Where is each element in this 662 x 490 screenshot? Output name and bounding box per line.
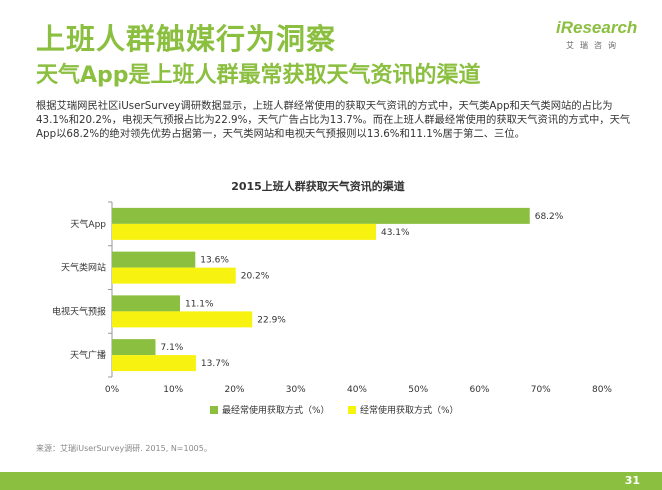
x-tick-label: 20% <box>224 385 244 395</box>
logo-word-rest: Research <box>560 18 638 37</box>
category-label: 天气广播 <box>70 349 106 361</box>
page-title: 上班人群触媒行为洞察 <box>36 22 337 56</box>
bar <box>112 207 530 224</box>
legend-label: 经常使用获取方式（%） <box>360 404 459 416</box>
plot-area: 0% 10% 20% 30% 40% 50% 60% 70% 80% 天气App 68.2% 43.1… <box>52 201 612 416</box>
data-label: 11.1% <box>185 299 214 309</box>
x-tick-label: 30% <box>286 385 306 395</box>
x-tick-label: 80% <box>592 385 612 395</box>
x-tick-label: 70% <box>531 385 551 395</box>
data-label: 22.9% <box>257 315 286 325</box>
page-number: 31 <box>624 474 640 487</box>
bar <box>112 295 180 312</box>
bar-chart: 2015上班人群获取天气资讯的渠道 0% 10% 20% 30% 40% 50% 60% 70… <box>52 179 612 416</box>
description-text: 根据艾瑞网民社区iUserSurvey调研数据显示，上班人群经常使用的获取天气资… <box>36 99 632 141</box>
data-label: 68.2% <box>535 212 564 222</box>
logo-chinese: 艾瑞咨询 <box>566 41 622 50</box>
description-paragraph: 根据艾瑞网民社区iUserSurvey调研数据显示，上班人群经常使用的获取天气资… <box>36 100 631 140</box>
bar <box>112 251 196 268</box>
legend-label: 最经常使用获取方式（%） <box>222 404 330 416</box>
x-tick-label: 0% <box>105 385 120 395</box>
chart-title: 2015上班人群获取天气资讯的渠道 <box>231 179 405 193</box>
data-label: 13.7% <box>201 359 230 369</box>
bar <box>112 311 253 328</box>
category-label: 天气App <box>70 218 106 230</box>
page-subtitle: 天气App是上班人群最常获取天气资讯的渠道 <box>36 63 481 88</box>
logo-wordmark: iResearch <box>556 18 637 38</box>
bar <box>112 339 156 356</box>
data-label: 13.6% <box>200 256 229 266</box>
source-note: 来源：艾瑞iUserSurvey调研. 2015, N=1005。 <box>36 444 212 453</box>
bar <box>112 267 236 284</box>
data-label: 20.2% <box>241 272 270 282</box>
bar <box>112 355 196 372</box>
category-label: 电视天气预报 <box>52 305 106 317</box>
x-tick-label: 50% <box>408 385 428 395</box>
data-label: 7.1% <box>160 343 183 353</box>
bar <box>112 223 376 240</box>
x-tick-label: 10% <box>163 385 183 395</box>
x-tick-label: 60% <box>469 385 489 395</box>
logo-word-prefix: i <box>556 18 561 37</box>
iresearch-logo: iResearch 艾瑞咨询 <box>556 18 637 58</box>
data-label: 43.1% <box>381 228 410 238</box>
x-tick-label: 40% <box>347 385 367 395</box>
footer-bar: 31 <box>0 472 662 490</box>
legend-swatch <box>348 406 356 414</box>
legend-swatch <box>210 406 218 414</box>
category-label: 天气类网站 <box>61 262 106 274</box>
